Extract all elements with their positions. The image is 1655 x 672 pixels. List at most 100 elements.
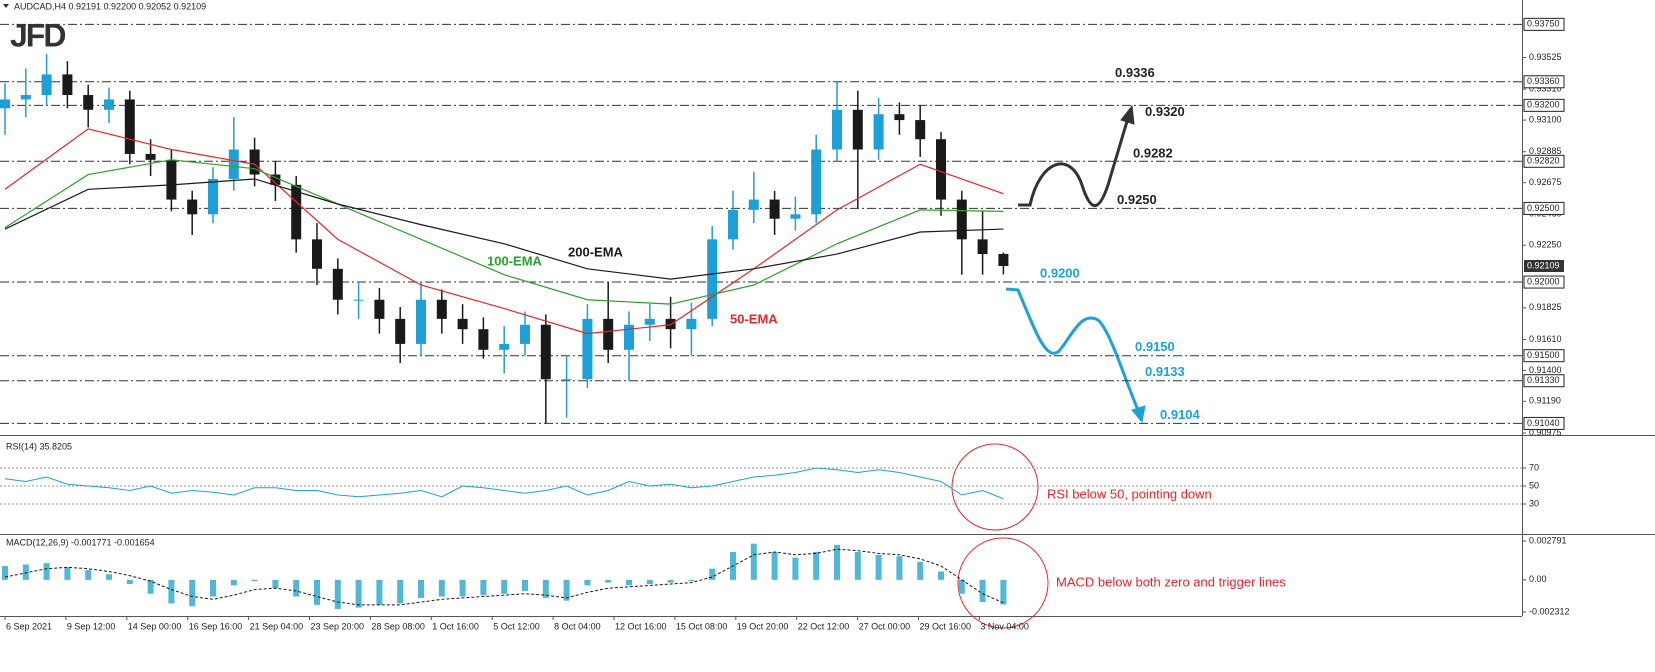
candle-body xyxy=(270,174,281,185)
macd-bar xyxy=(709,568,716,580)
axis-label-box xyxy=(1523,75,1565,89)
macd-bar xyxy=(979,579,986,603)
macd-bar xyxy=(522,579,528,591)
candle-body xyxy=(728,209,738,240)
candle-body xyxy=(187,199,198,215)
arrow-head xyxy=(1120,104,1135,125)
y-tick-label: 30 xyxy=(1529,498,1539,508)
x-tick-label: 1 Oct 16:00 xyxy=(432,621,479,631)
y-tick-label: 0.93100 xyxy=(1529,114,1562,124)
x-tick-label: 6 Sep 2021 xyxy=(6,621,52,631)
macd-bar xyxy=(272,579,279,589)
axis-label-box xyxy=(1523,374,1565,388)
candle-body xyxy=(956,199,967,240)
dropdown-icon xyxy=(3,4,9,8)
macd-bar xyxy=(917,561,924,580)
y-tick-label: 50 xyxy=(1529,480,1539,490)
axis-label-box xyxy=(1523,98,1565,112)
candle-body xyxy=(748,199,759,210)
x-tick-label: 27 Oct 00:00 xyxy=(859,621,911,631)
candle-body xyxy=(790,214,801,219)
x-tick-label: 3 Nov 04:00 xyxy=(980,621,1029,631)
candle-body xyxy=(499,343,510,350)
level-label: 0.9133 xyxy=(1145,364,1185,379)
macd-bar xyxy=(834,545,840,580)
macd-bar xyxy=(376,579,383,605)
ema-line xyxy=(4,178,1004,280)
axis-label-box xyxy=(1523,349,1565,363)
axis-level-label: 0.92000 xyxy=(1527,276,1560,286)
x-tick-label: 23 Sep 20:00 xyxy=(311,621,365,631)
candle-body xyxy=(0,99,10,109)
macd-bar xyxy=(563,579,570,601)
macd-bar xyxy=(438,579,445,597)
macd-bar xyxy=(813,552,820,580)
candle-body xyxy=(832,109,842,150)
macd-bar xyxy=(189,579,196,607)
candle-body xyxy=(374,299,385,319)
candle-body xyxy=(395,318,406,344)
candle-body xyxy=(291,184,302,240)
candle-body xyxy=(83,95,94,110)
macd-bar xyxy=(480,579,487,596)
candle-body xyxy=(852,109,863,150)
price-box xyxy=(1524,260,1564,273)
macd-bar xyxy=(1000,579,1007,605)
y-tick-label: 0.92250 xyxy=(1529,240,1562,250)
candle-body xyxy=(603,318,614,350)
axis-label-box xyxy=(1523,416,1565,430)
macd-bar xyxy=(542,579,549,598)
axis-label-box xyxy=(1523,154,1565,168)
macd-bar xyxy=(355,579,362,608)
axis-label-box xyxy=(1523,201,1565,215)
y-tick-label: 0.91190 xyxy=(1529,396,1561,406)
macd-bar xyxy=(251,579,258,582)
candle-body xyxy=(644,318,655,325)
ema-line xyxy=(4,159,1004,305)
x-tick-label: 9 Sep 12:00 xyxy=(67,621,116,631)
logo: JFD xyxy=(10,17,65,53)
rsi-line xyxy=(4,467,1004,500)
macd-bar xyxy=(626,579,632,586)
candle-body xyxy=(998,253,1009,267)
level-label: 0.9200 xyxy=(1040,265,1080,280)
y-tick-label: 0.002791 xyxy=(1529,535,1567,545)
axis-level-label: 0.92500 xyxy=(1527,203,1560,213)
candle-body xyxy=(124,99,135,154)
candle-body xyxy=(915,120,926,140)
y-tick-label: 70 xyxy=(1529,462,1539,472)
level-label: 0.9104 xyxy=(1160,407,1201,422)
macd-bar xyxy=(397,579,404,604)
annotation: MACD below both zero and trigger lines xyxy=(1056,574,1286,589)
macd-bar xyxy=(418,579,424,598)
x-tick-label: 8 Oct 04:00 xyxy=(554,621,601,631)
level-label: 0.9336 xyxy=(1115,65,1155,80)
candle-body xyxy=(436,299,447,319)
macd-bar xyxy=(106,574,112,580)
candle-body xyxy=(166,159,177,200)
macd-bar xyxy=(854,552,861,580)
macd-bar xyxy=(584,579,591,586)
macd-bar xyxy=(2,565,8,580)
candle-body xyxy=(894,114,905,121)
candle-body xyxy=(457,318,468,330)
y-tick-label: 0.93310 xyxy=(1529,84,1562,94)
ema-line xyxy=(4,128,1004,335)
axis-level-label: 0.93750 xyxy=(1527,19,1560,29)
panel-title: RSI(14) 35.8205 xyxy=(6,441,72,451)
candle-body xyxy=(561,379,572,381)
axis-label-box xyxy=(1523,17,1565,31)
candle-body xyxy=(208,178,218,215)
y-tick-label: 0.90975 xyxy=(1529,427,1562,437)
macd-bar xyxy=(22,564,29,580)
macd-bar xyxy=(875,554,882,580)
annotation: RSI below 50, pointing down xyxy=(1047,486,1212,501)
candle-body xyxy=(62,74,73,96)
candle-body xyxy=(769,199,780,219)
ema-label: 200-EMA xyxy=(568,244,624,259)
macd-bar xyxy=(334,579,341,610)
candle-body xyxy=(686,318,697,330)
x-tick-label: 14 Sep 00:00 xyxy=(128,621,182,631)
candle-body xyxy=(41,74,52,96)
